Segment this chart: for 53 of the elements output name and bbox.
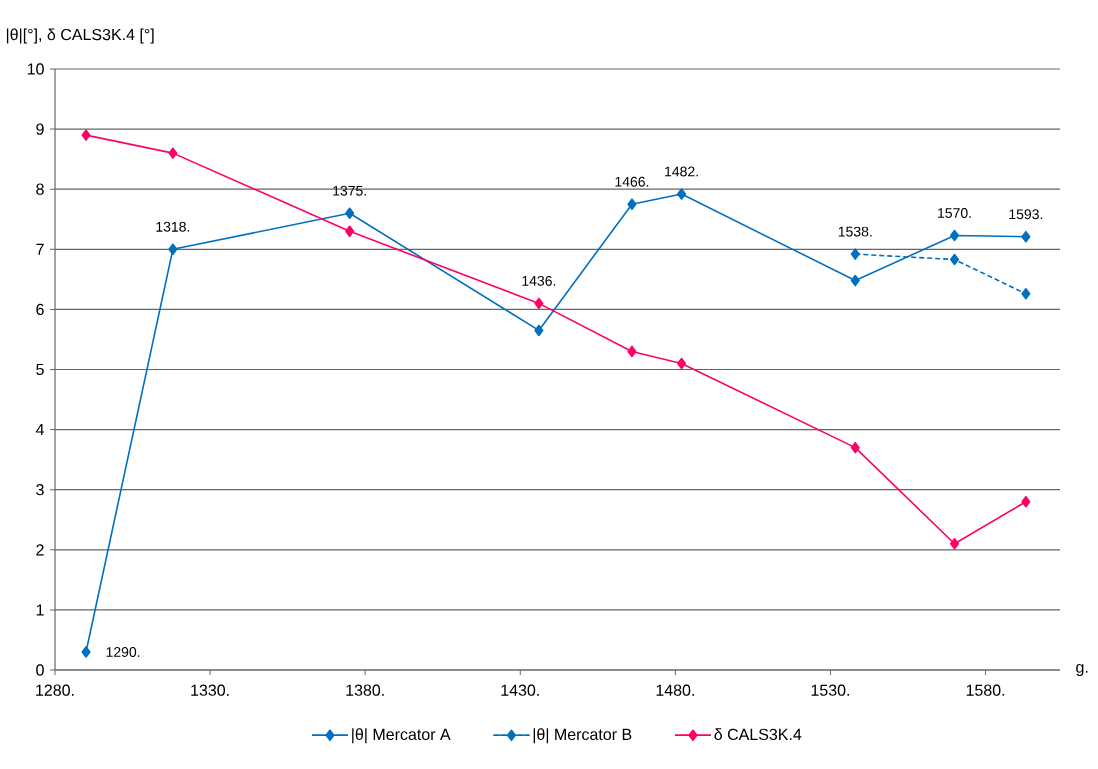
point [534, 297, 544, 310]
point [677, 357, 687, 370]
point [949, 537, 960, 550]
x-tick-label: 1430. [501, 684, 539, 696]
point [677, 188, 687, 200]
point [1021, 495, 1031, 508]
y-tick-label: 1 [36, 604, 44, 616]
y-tick-label: 3 [36, 484, 44, 496]
y-tick-label: 7 [36, 243, 44, 255]
y-axis-title: |θ|[°], δ CALS3K.4 [°] [6, 28, 154, 44]
annotation: 1593. [1009, 209, 1043, 220]
annotation: 1538. [838, 226, 872, 237]
annotation: 1570. [938, 208, 971, 218]
point [168, 147, 178, 159]
point [81, 129, 91, 141]
legend-label: |θ| Mercator B [533, 728, 632, 744]
x-tick-label: 1580. [966, 684, 1005, 696]
annotation: 1290. [106, 647, 140, 657]
point [534, 324, 544, 337]
x-tick-label: 1530. [811, 684, 849, 696]
legend-label: |θ| Mercator A [352, 728, 451, 744]
point [168, 243, 178, 256]
annotation: 1482. [665, 166, 698, 177]
point [345, 225, 355, 238]
annotation: 1436. [522, 275, 556, 286]
point [627, 198, 637, 211]
x-tick-label: 1480. [656, 684, 694, 696]
y-tick-label: 4 [35, 424, 44, 436]
y-tick-label: 9 [36, 123, 44, 135]
x-tick-label: 1280. [36, 684, 74, 696]
y-tick-label: 8 [36, 183, 44, 195]
point [1021, 287, 1031, 300]
point [1021, 230, 1031, 243]
point [850, 441, 860, 454]
legend-label: δ CALS3K.4 [714, 728, 802, 741]
point [949, 253, 960, 266]
point [850, 274, 860, 287]
y-tick-label: 10 [27, 63, 44, 75]
x-tick-label: 1330. [191, 684, 229, 696]
y-tick-label: 0 [36, 664, 44, 676]
point [345, 207, 355, 220]
point [81, 646, 91, 658]
y-tick-label: 6 [36, 303, 44, 316]
point [627, 345, 637, 358]
point [850, 248, 860, 260]
y-tick-label: 5 [36, 363, 44, 376]
point [949, 229, 960, 242]
annotation: 1466. [615, 176, 649, 187]
x-tick-label: 1380. [346, 684, 384, 696]
y-tick-label: 2 [36, 544, 44, 556]
annotation: 1375. [333, 185, 366, 196]
annotation: 1318. [156, 221, 190, 232]
x-axis-title: g. [1076, 664, 1088, 676]
